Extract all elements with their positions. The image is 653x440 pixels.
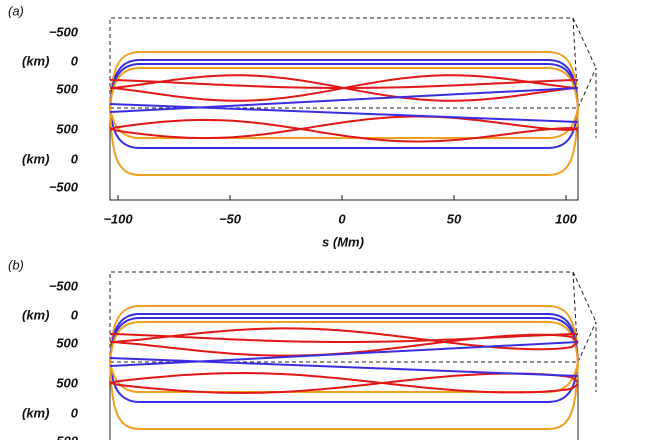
y-tick-label: 0: [71, 307, 79, 322]
field-line: [109, 51, 579, 109]
x-tick-label: 50: [447, 211, 462, 226]
field-line: [109, 115, 579, 140]
field-line: [109, 341, 579, 367]
field-line: [109, 305, 579, 363]
panel-label: (b): [8, 257, 24, 272]
field-line: [109, 67, 579, 109]
field-line: [109, 118, 579, 143]
x-axis-label: s (Mm): [322, 234, 364, 249]
y-tick-label: 500: [56, 335, 78, 350]
y-tick-label: 500: [56, 81, 78, 96]
field-line: [109, 372, 579, 395]
field-line: [109, 357, 579, 377]
field-line: [109, 63, 579, 109]
field-line: [109, 107, 579, 139]
field-line: [109, 361, 579, 430]
field-line: [109, 87, 579, 113]
field-line: [109, 333, 579, 343]
x-tick-label: 100: [555, 211, 577, 226]
box-edge: [109, 17, 597, 138]
y-tick-label: −500: [49, 179, 79, 194]
y-tick-label: 500: [56, 121, 78, 136]
y-tick-label: 0: [71, 151, 79, 166]
field-line: [109, 107, 579, 176]
axis-unit: (km): [22, 53, 49, 68]
y-tick-label: −500: [49, 24, 79, 39]
box-edge: [109, 362, 579, 440]
panel-label: (a): [8, 3, 24, 18]
y-tick-label: 500: [56, 375, 78, 390]
x-tick-label: −100: [103, 211, 133, 226]
x-tick-label: −50: [219, 211, 242, 226]
field-line: [109, 327, 579, 351]
box-edge: [109, 108, 579, 201]
field-line: [109, 371, 579, 394]
field-line: [109, 107, 579, 149]
field-line: [109, 317, 579, 363]
y-tick-label: 0: [71, 53, 79, 68]
y-tick-label: −500: [49, 433, 79, 440]
axis-unit: (km): [22, 151, 49, 166]
x-tick-label: 0: [338, 211, 346, 226]
field-line: [109, 103, 579, 123]
axis-unit: (km): [22, 307, 49, 322]
field-line: [109, 361, 579, 393]
y-tick-label: 0: [71, 405, 79, 420]
y-tick-label: −500: [49, 278, 79, 293]
axis-unit: (km): [22, 405, 49, 420]
box-edge: [109, 271, 597, 392]
field-line: [109, 79, 579, 89]
